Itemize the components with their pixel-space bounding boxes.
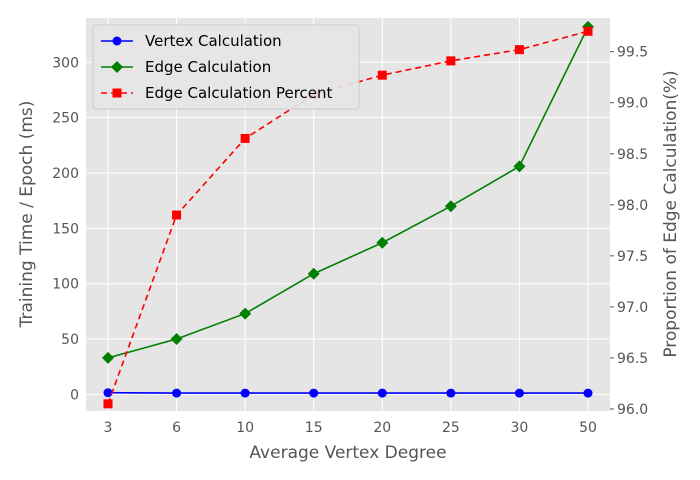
- data-point: [514, 45, 524, 55]
- data-point: [514, 388, 524, 398]
- data-point: [240, 133, 250, 143]
- ticks: 3 6 10 15 20 25 30 50 0 50 100 150 200 250 300 96.0 96.5…: [52, 45, 648, 436]
- data-point: [172, 210, 182, 220]
- y2-tick-label: 98.5: [617, 147, 648, 163]
- y-tick-label: 50: [61, 332, 79, 348]
- data-point: [444, 200, 457, 213]
- y-tick-label: 0: [70, 387, 79, 403]
- legend-entry: Edge Calculation Percent: [145, 84, 333, 102]
- y2-tick-label: 96.0: [617, 402, 648, 418]
- legend-entry: Vertex Calculation: [145, 32, 282, 50]
- data-point: [377, 388, 387, 398]
- data-point: [446, 388, 456, 398]
- x-tick-label: 3: [104, 420, 113, 436]
- x-tick-label: 25: [442, 420, 460, 436]
- x-tick-label: 20: [373, 420, 391, 436]
- data-point: [172, 388, 182, 398]
- x-tick-label: 10: [236, 420, 254, 436]
- data-point: [307, 267, 320, 280]
- legend-entry: Edge Calculation: [145, 58, 271, 76]
- legend: Vertex Calculation Edge Calculation Edge C…: [92, 24, 360, 110]
- data-point: [103, 399, 113, 409]
- legend-box: [92, 24, 360, 110]
- y-tick-label: 200: [52, 166, 79, 182]
- series-vertex-calculation: [103, 388, 593, 398]
- data-point: [239, 307, 252, 320]
- legend-marker: [112, 88, 122, 98]
- x-tick-label: 15: [305, 420, 323, 436]
- legend-marker: [112, 36, 122, 46]
- legend-marker: [111, 61, 123, 73]
- y-tick-label: 300: [52, 55, 79, 71]
- data-point: [170, 333, 183, 346]
- y2-axis-label: Proportion of Edge Calculation(%): [661, 70, 681, 357]
- y2-tick-label: 98.0: [617, 198, 648, 214]
- x-tick-label: 6: [172, 420, 181, 436]
- data-point: [583, 388, 593, 398]
- data-point: [240, 388, 250, 398]
- data-point: [583, 26, 593, 36]
- data-point: [376, 236, 389, 249]
- y2-tick-label: 99.0: [617, 96, 648, 112]
- data-point: [513, 160, 526, 173]
- y-tick-label: 250: [52, 111, 79, 127]
- y-axis-label: Training Time / Epoch (ms): [17, 101, 37, 329]
- x-tick-label: 30: [511, 420, 529, 436]
- series-edge-calculation: [102, 20, 594, 364]
- y-tick-label: 100: [52, 277, 79, 293]
- x-tick-label: 50: [579, 420, 597, 436]
- y2-tick-label: 99.5: [617, 45, 648, 61]
- data-point: [377, 70, 387, 80]
- data-point: [102, 351, 114, 364]
- data-point: [446, 56, 456, 66]
- y2-tick-label: 97.0: [617, 300, 648, 316]
- y-tick-label: 150: [52, 221, 79, 237]
- series-line: [107, 26, 589, 359]
- y2-tick-label: 96.5: [617, 351, 648, 367]
- data-point: [103, 388, 113, 398]
- x-axis-label: Average Vertex Degree: [249, 443, 446, 463]
- y2-tick-label: 97.5: [617, 249, 648, 265]
- data-point: [309, 388, 319, 398]
